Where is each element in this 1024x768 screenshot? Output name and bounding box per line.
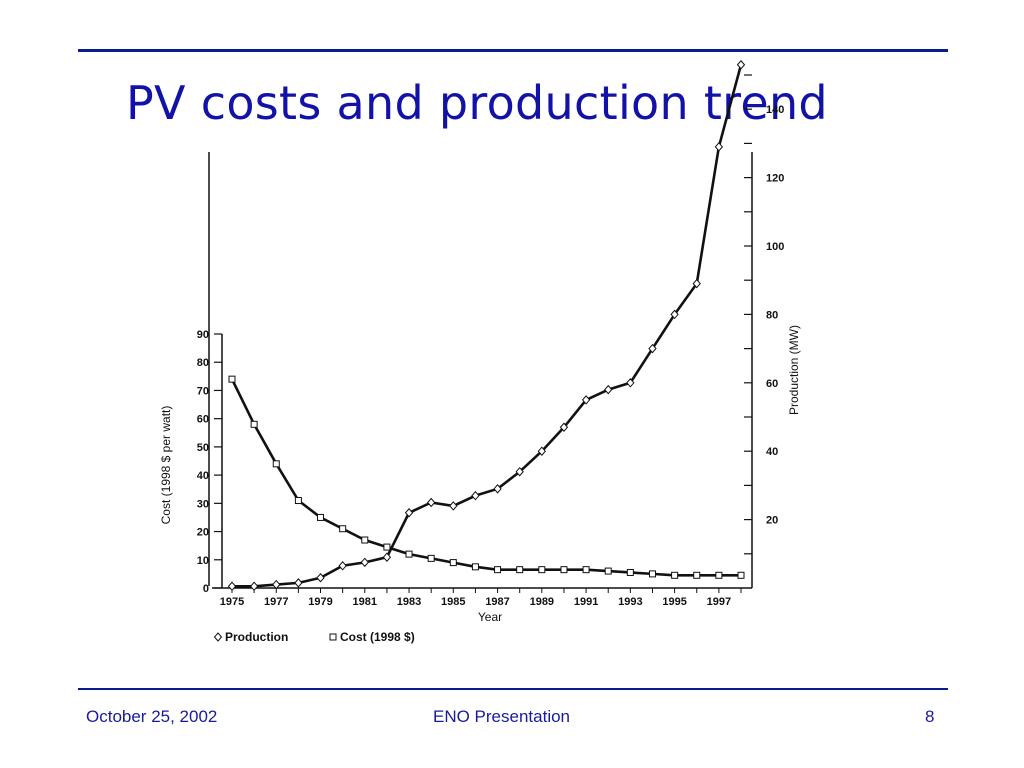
cost-1998-point — [294, 497, 302, 505]
cost-axis-title: Cost (1998 $ per watt) — [159, 406, 173, 525]
cost-1998-point — [272, 460, 280, 468]
footer-page-number: 8 — [925, 707, 935, 726]
production-point — [714, 142, 724, 152]
production-point — [404, 508, 414, 518]
year-tick-label: 1989 — [530, 596, 554, 608]
cost-1998-point — [604, 567, 612, 575]
cost-1998-point — [516, 566, 524, 574]
production-point — [382, 552, 392, 562]
production-tick-label: 20 — [766, 515, 778, 527]
year-tick-label: 1987 — [485, 596, 509, 608]
year-tick-label: 1979 — [308, 596, 332, 608]
cost-1998-point — [671, 571, 679, 579]
production-point — [692, 278, 701, 289]
production-point — [249, 581, 259, 592]
production-point — [493, 484, 502, 494]
production-axis-title: Production (MW) — [787, 325, 801, 415]
year-tick-label: 1977 — [264, 596, 288, 608]
cost-tick-label: 10 — [197, 555, 209, 567]
legend-marker-cost-1998 — [329, 633, 337, 641]
production-point — [338, 561, 347, 571]
cost-tick-label: 80 — [197, 357, 209, 369]
cost-1998-point — [648, 570, 656, 578]
chart-background — [148, 152, 812, 664]
cost-1998-point — [471, 563, 479, 571]
year-tick-label: 1997 — [707, 596, 731, 608]
year-tick-label: 1993 — [618, 596, 642, 608]
legend-label-cost-1998: Cost (1998 $) — [340, 630, 415, 644]
cost-1998-point — [560, 566, 568, 574]
cost-1998-point — [582, 566, 590, 574]
cost-1998-line — [230, 378, 741, 577]
cost-tick-label: 40 — [197, 470, 209, 482]
footer-presentation: ENO Presentation — [433, 707, 571, 726]
cost-1998-point — [494, 566, 502, 574]
cost-1998-point — [405, 550, 413, 558]
production-tick-label: 60 — [766, 378, 778, 390]
cost-1998-point — [250, 420, 258, 428]
production-point — [670, 309, 679, 320]
production-point — [427, 497, 436, 508]
production-point — [604, 384, 613, 395]
year-tick-label: 1985 — [441, 596, 465, 608]
cost-1998-point — [737, 571, 745, 579]
cost-1998-point — [228, 375, 236, 383]
production-point — [736, 59, 746, 70]
production-line — [232, 64, 743, 588]
pv-chart: 0 10 20 30 40 50 60 70 80 90 20 40 60 80 100 120 140 1975… — [148, 59, 812, 664]
production-point — [648, 343, 657, 354]
slide-title: PV costs and production trend — [126, 76, 828, 130]
production-tick-label: 40 — [766, 446, 778, 458]
cost-1998-point — [626, 568, 634, 576]
production-point — [471, 490, 480, 501]
year-tick-label: 1991 — [574, 596, 598, 608]
production-point — [272, 579, 281, 590]
cost-tick-label: 0 — [203, 583, 209, 595]
cost-tick-label: 20 — [197, 527, 209, 539]
production-tick-label: 140 — [766, 104, 784, 116]
production-tick-label: 100 — [766, 241, 784, 253]
production-tick-label: 80 — [766, 309, 778, 321]
cost-tick-label: 50 — [197, 442, 209, 454]
cost-1998-point — [339, 525, 347, 533]
header-rule — [78, 49, 948, 52]
cost-1998-point — [383, 543, 391, 551]
cost-tick-label: 30 — [197, 498, 209, 510]
production-point — [360, 557, 369, 568]
cost-tick-label: 60 — [197, 414, 209, 426]
cost-1998-point — [693, 571, 701, 579]
cost-1998-point — [715, 571, 723, 579]
cost-1998-point — [317, 513, 325, 521]
production-point — [449, 501, 458, 511]
production-point — [581, 395, 591, 405]
year-tick-label: 1983 — [397, 596, 421, 608]
footer-rule — [78, 688, 948, 690]
production-point — [559, 422, 569, 433]
cost-tick-label: 70 — [197, 385, 209, 397]
year-tick-label: 1995 — [662, 596, 686, 608]
legend-marker-production — [213, 632, 223, 642]
production-point — [294, 578, 303, 588]
x-axis-title: Year — [478, 610, 502, 624]
production-tick-label: 120 — [766, 173, 784, 185]
cost-1998-point — [361, 536, 369, 544]
production-point — [515, 466, 524, 477]
legend-label-production: Production — [225, 630, 288, 644]
production-point — [537, 446, 546, 456]
cost-1998-point — [427, 554, 435, 562]
cost-tick-label: 90 — [197, 329, 209, 341]
year-tick-label: 1975 — [220, 596, 244, 608]
cost-1998-point — [449, 559, 457, 567]
production-point — [626, 378, 635, 388]
production-point — [227, 581, 237, 592]
footer-date: October 25, 2002 — [86, 707, 218, 726]
cost-1998-point — [538, 566, 546, 574]
year-tick-label: 1981 — [353, 596, 377, 608]
production-point — [316, 572, 325, 583]
